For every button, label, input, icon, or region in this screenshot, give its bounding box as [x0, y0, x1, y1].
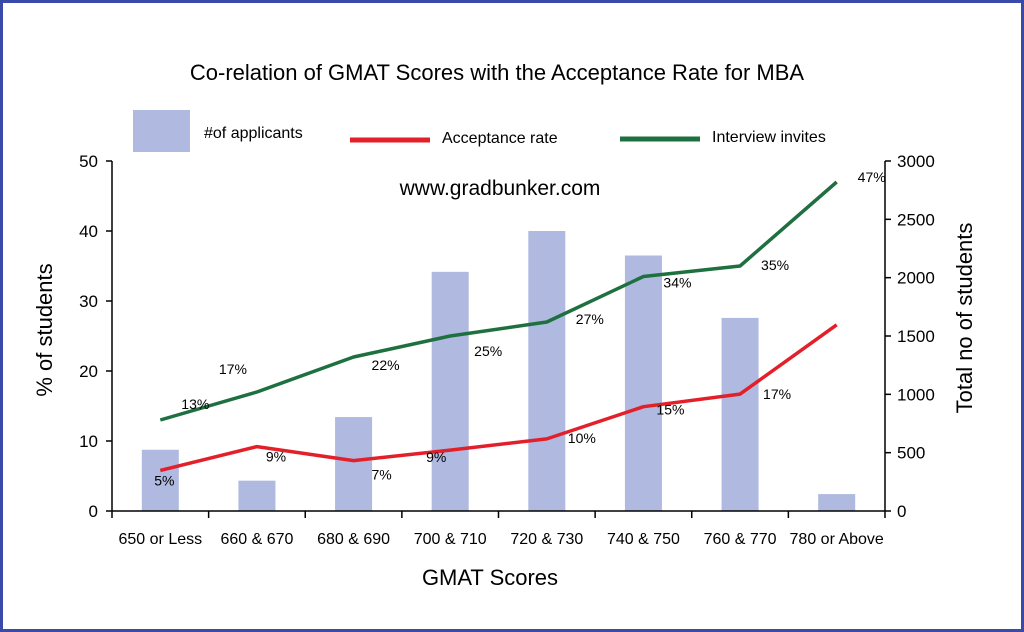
series-lines — [159, 180, 838, 473]
y-tick-label-right: 1500 — [897, 327, 935, 346]
line-acceptance-rate — [159, 323, 838, 473]
y-tick-label-right: 1000 — [897, 385, 935, 404]
bar — [141, 449, 179, 511]
bars-applicants — [141, 231, 856, 511]
data-label: 34% — [663, 275, 691, 291]
data-label: 7% — [371, 467, 391, 483]
data-label: 17% — [219, 361, 247, 377]
data-label: 15% — [656, 402, 684, 418]
bar — [528, 231, 566, 511]
bar — [335, 417, 373, 511]
data-label: 13% — [181, 396, 209, 412]
legend: #of applicants Acceptance rate Interview… — [133, 110, 826, 152]
data-label: 35% — [761, 257, 789, 273]
data-label: 27% — [576, 311, 604, 327]
bar — [431, 271, 469, 511]
website-annotation: www.gradbunker.com — [399, 177, 601, 200]
x-tick-label: 650 or Less — [119, 531, 203, 548]
y-axis-left-title: % of students — [32, 263, 57, 396]
data-label: 17% — [763, 386, 791, 402]
x-tick-label: 720 & 730 — [510, 531, 583, 548]
data-label: 9% — [266, 449, 286, 465]
data-label: 5% — [154, 472, 174, 488]
y-tick-label-left: 0 — [89, 502, 98, 521]
y-tick-label-left: 50 — [79, 152, 98, 171]
y-tick-label-right: 2500 — [897, 210, 935, 229]
x-tick-label: 680 & 690 — [317, 531, 390, 548]
x-axis-title: GMAT Scores — [422, 565, 558, 590]
data-label: 47% — [858, 169, 886, 185]
y-tick-label-left: 10 — [79, 432, 98, 451]
legend-label-interview: Interview invites — [712, 129, 826, 146]
legend-label-applicants: #of applicants — [204, 125, 303, 142]
y-axis-right-title: Total no of students — [952, 223, 977, 414]
x-tick-label: 660 & 670 — [220, 531, 293, 548]
y-tick-label-left: 30 — [79, 292, 98, 311]
bar — [238, 480, 276, 511]
data-labels: 5% 9% 7% 9% 10% 15% 17% 13% 17% 22% 25% 27% 34% 35% 47… — [154, 169, 886, 488]
y-tick-label-right: 3000 — [897, 152, 935, 171]
x-tick-label: 700 & 710 — [414, 531, 487, 548]
data-label: 22% — [372, 357, 400, 373]
bar — [624, 255, 662, 511]
chart-title: Co-relation of GMAT Scores with the Acce… — [190, 60, 805, 85]
y-tick-label-left: 20 — [79, 362, 98, 381]
bar — [721, 317, 759, 511]
y-tick-label-right: 500 — [897, 444, 925, 463]
data-label: 25% — [474, 343, 502, 359]
legend-label-acceptance: Acceptance rate — [442, 130, 558, 147]
legend-swatch-applicants — [133, 110, 190, 152]
x-tick-label: 740 & 750 — [607, 531, 680, 548]
y-tick-label-left: 40 — [79, 222, 98, 241]
x-tick-label: 760 & 770 — [704, 531, 777, 548]
x-tick-label: 780 or Above — [790, 531, 884, 548]
bar — [818, 494, 856, 511]
y-tick-label-right: 2000 — [897, 269, 935, 288]
y-tick-label-right: 0 — [897, 502, 906, 521]
data-label: 9% — [426, 449, 446, 465]
line-interview-invites — [159, 180, 838, 422]
data-label: 10% — [568, 430, 596, 446]
